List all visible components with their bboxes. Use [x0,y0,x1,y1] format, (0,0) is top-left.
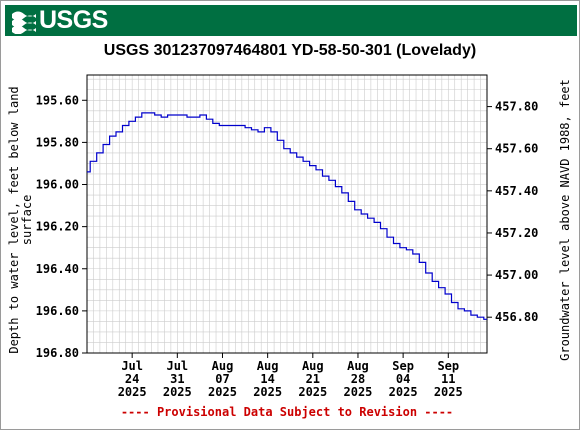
x-tick-label: 2025 [344,385,373,399]
x-tick-label: 28 [351,372,365,386]
y-right-tick-label: 457.00 [495,268,538,282]
axis-ticks: Jul242025Jul312025Aug072025Aug142025Aug2… [36,93,539,399]
usgs-logo-text: USGS [39,6,108,34]
x-tick-label: 2025 [298,385,327,399]
usgs-banner: USGS [5,5,577,36]
x-tick-label: 2025 [208,385,237,399]
y-left-axis-title-line2: surface [20,195,34,246]
y-right-tick-label: 457.20 [495,226,538,240]
y-right-tick-label: 456.80 [495,310,538,324]
x-tick-label: 11 [441,372,455,386]
y-left-tick-label: 196.00 [36,178,79,192]
x-tick-label: 2025 [163,385,192,399]
y-right-tick-label: 457.80 [495,100,538,114]
y-left-tick-label: 195.80 [36,135,79,149]
y-right-axis-title: Groundwater level above NAVD 1988, feet [558,79,572,361]
x-tick-label: 04 [396,372,410,386]
y-right-tick-label: 457.60 [495,142,538,156]
y-right-tick-label: 457.40 [495,184,538,198]
x-tick-label: Jul [166,359,188,373]
y-left-tick-label: 196.20 [36,220,79,234]
grid-lines [86,75,488,354]
usgs-logo[interactable]: USGS [11,7,108,34]
x-tick-label: 2025 [389,385,418,399]
x-tick-label: Aug [347,359,369,373]
x-tick-label: Aug [257,359,279,373]
x-tick-label: Jul [121,359,143,373]
x-tick-label: Aug [212,359,234,373]
y-left-tick-label: 196.40 [36,262,79,276]
x-tick-label: 2025 [118,385,147,399]
x-tick-label: 2025 [253,385,282,399]
x-tick-label: Aug [302,359,324,373]
x-tick-label: 14 [260,372,274,386]
x-tick-label: 07 [215,372,229,386]
y-left-tick-label: 195.60 [36,93,79,107]
series-line [87,112,487,320]
y-left-tick-label: 196.80 [36,346,79,360]
y-left-tick-label: 196.60 [36,304,79,318]
plot-area [86,74,488,354]
x-tick-label: 31 [170,372,184,386]
x-tick-label: 21 [306,372,320,386]
chart-title: USGS 301237097464801 YD-58-50-301 (Lovel… [103,42,477,59]
x-tick-label: 2025 [434,385,463,399]
y-left-axis-title-line1: Depth to water level, feet below land [7,86,21,353]
series-group [87,112,487,320]
provisional-data-footer: ---- Provisional Data Subject to Revisio… [121,405,453,419]
y-left-axis-title: Depth to water level, feet below land su… [7,86,34,353]
x-tick-label: Sep [392,359,414,373]
usgs-wave-icon [12,11,36,34]
x-tick-label: 24 [125,372,139,386]
x-tick-label: Sep [437,359,459,373]
